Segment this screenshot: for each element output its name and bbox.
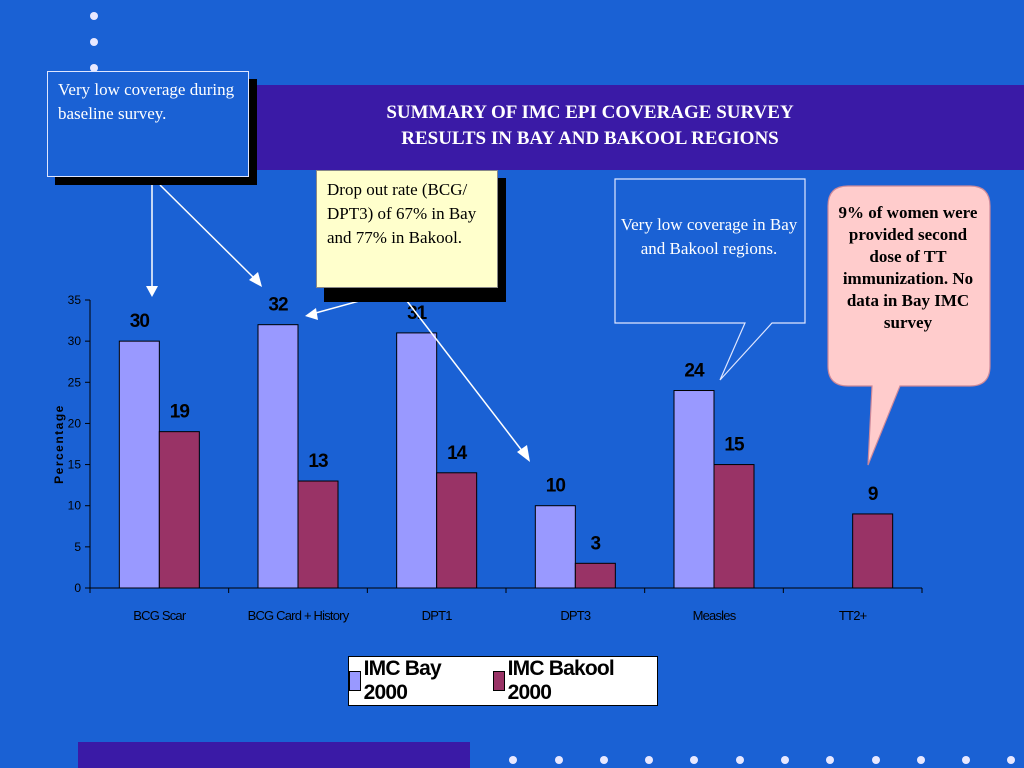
y-tick-label: 5 bbox=[74, 540, 81, 554]
y-tick-label: 30 bbox=[68, 334, 82, 348]
legend-swatch-bakool bbox=[492, 671, 505, 691]
decorative-dot bbox=[826, 756, 834, 764]
data-label: 10 bbox=[546, 476, 566, 497]
bottom-band bbox=[78, 742, 470, 768]
data-label: 9 bbox=[868, 484, 878, 505]
bar-bay bbox=[396, 332, 438, 589]
chart-legend: IMC Bay 2000 IMC Bakool 2000 bbox=[348, 656, 658, 706]
data-label: 24 bbox=[684, 361, 705, 382]
legend-item-bay: IMC Bay 2000 bbox=[349, 657, 485, 705]
decorative-dot bbox=[90, 38, 98, 46]
data-label: 15 bbox=[724, 435, 745, 456]
decorative-dot bbox=[509, 756, 517, 764]
bar-bakool bbox=[852, 513, 894, 589]
x-tick-label: BCG Card + History bbox=[248, 608, 350, 623]
x-tick-label: TT2+ bbox=[839, 608, 867, 623]
decorative-dot bbox=[872, 756, 880, 764]
data-label: 14 bbox=[447, 443, 468, 464]
data-label: 3 bbox=[591, 533, 601, 554]
bar-bakool bbox=[297, 480, 339, 589]
decorative-dot bbox=[1007, 756, 1015, 764]
decorative-dot bbox=[600, 756, 608, 764]
bar-bakool bbox=[158, 431, 200, 589]
decorative-dot bbox=[690, 756, 698, 764]
bar-bakool bbox=[436, 472, 478, 589]
tt-note: 9% of women were provided second dose of… bbox=[838, 203, 978, 332]
measles-note: Very low coverage in Bay and Bakool regi… bbox=[620, 215, 798, 258]
data-label: 32 bbox=[268, 295, 288, 316]
decorative-dot bbox=[736, 756, 744, 764]
x-tick-label: BCG Scar bbox=[133, 608, 187, 623]
y-axis-title: Percentage bbox=[52, 404, 66, 484]
y-tick-label: 15 bbox=[68, 458, 82, 472]
bar-bay bbox=[534, 505, 576, 589]
x-tick-label: DPT3 bbox=[560, 608, 591, 623]
y-tick-label: 0 bbox=[74, 581, 81, 595]
y-tick-label: 10 bbox=[68, 499, 82, 513]
legend-swatch-bay bbox=[349, 671, 361, 691]
x-tick-label: Measles bbox=[693, 608, 737, 623]
bar-bay bbox=[673, 390, 715, 589]
legend-label-bakool: IMC Bakool 2000 bbox=[507, 657, 615, 704]
decorative-dot bbox=[90, 64, 98, 72]
legend-label-bay: IMC Bay 2000 bbox=[363, 657, 442, 704]
decorative-dot bbox=[90, 12, 98, 20]
legend-item-bakool: IMC Bakool 2000 bbox=[492, 657, 657, 705]
data-label: 13 bbox=[308, 451, 328, 472]
data-label: 31 bbox=[407, 303, 428, 324]
y-tick-label: 20 bbox=[68, 416, 82, 430]
baseline-note: Very low coverage during baseline survey… bbox=[47, 71, 249, 177]
bar-bakool bbox=[574, 562, 616, 589]
y-tick-label: 35 bbox=[68, 293, 82, 307]
slide-title: SUMMARY OF IMC EPI COVERAGE SURVEY RESUL… bbox=[386, 102, 794, 149]
x-tick-label: DPT1 bbox=[422, 608, 453, 623]
data-label: 30 bbox=[130, 311, 150, 332]
title-band bbox=[215, 85, 1024, 170]
data-label: 19 bbox=[170, 402, 190, 423]
decorative-dot bbox=[781, 756, 789, 764]
y-tick-label: 25 bbox=[68, 375, 82, 389]
bar-bakool bbox=[713, 464, 755, 589]
decorative-dot bbox=[645, 756, 653, 764]
bar-bay bbox=[118, 340, 160, 589]
decorative-dot bbox=[555, 756, 563, 764]
decorative-dot bbox=[962, 756, 970, 764]
bar-bay bbox=[257, 324, 299, 589]
decorative-dot bbox=[917, 756, 925, 764]
dropout-note: Drop out rate (BCG/ DPT3) of 67% in Bay … bbox=[316, 170, 498, 288]
